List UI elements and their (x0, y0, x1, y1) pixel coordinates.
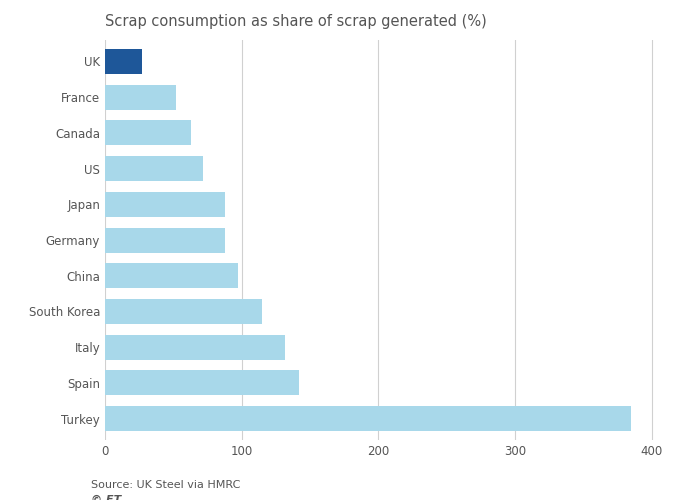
Bar (105, 406, 631, 431)
Bar (105, 156, 204, 181)
Bar (105, 370, 299, 396)
Text: Scrap consumption as share of scrap generated (%): Scrap consumption as share of scrap gene… (105, 14, 486, 29)
Bar (105, 263, 237, 288)
Bar (105, 299, 262, 324)
Bar (105, 120, 191, 146)
Text: © FT: © FT (91, 495, 121, 500)
Bar (105, 192, 225, 217)
Text: Source: UK Steel via HMRC: Source: UK Steel via HMRC (91, 480, 240, 490)
Bar (105, 84, 176, 110)
Bar (105, 334, 286, 359)
Bar (105, 228, 225, 252)
Bar (105, 49, 142, 74)
